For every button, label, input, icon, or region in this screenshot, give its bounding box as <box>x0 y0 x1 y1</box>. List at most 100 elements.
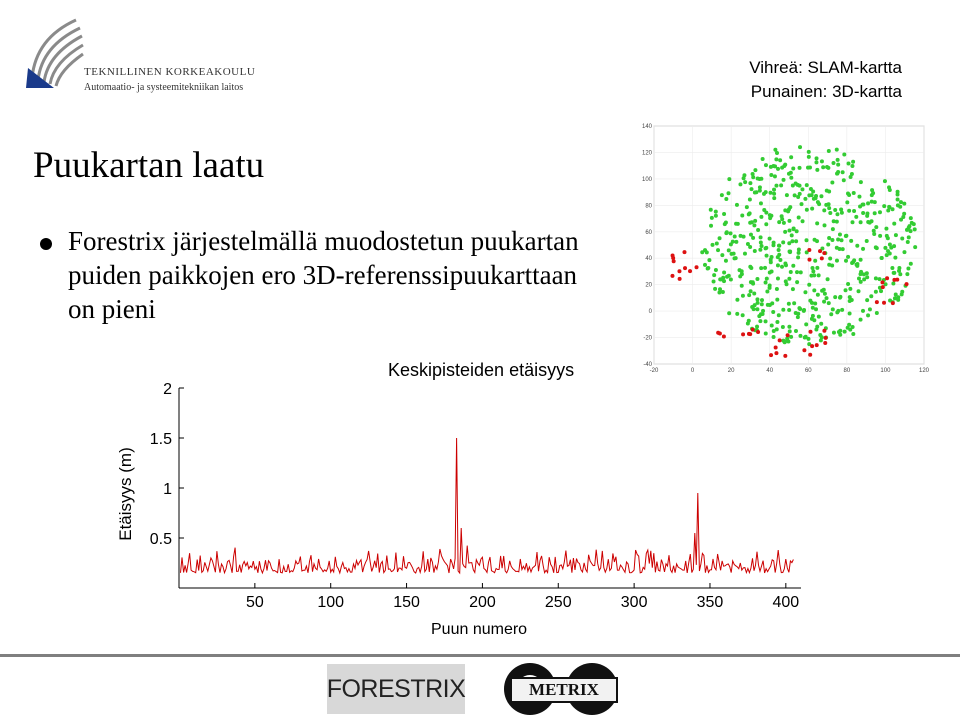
slam-point <box>824 296 829 301</box>
slam-point <box>748 220 753 225</box>
slam-point <box>741 176 746 181</box>
slam-point <box>716 248 721 253</box>
slam-point <box>727 311 732 316</box>
slam-point <box>835 171 840 176</box>
slam-point <box>804 207 809 212</box>
slam-point <box>839 210 844 215</box>
slam-point <box>837 232 842 237</box>
slam-point <box>752 303 757 308</box>
slam-point <box>759 176 764 181</box>
slam-point <box>796 255 801 260</box>
slam-point <box>851 332 856 337</box>
slam-point <box>847 295 852 300</box>
reference-point <box>819 256 824 261</box>
slam-point <box>713 286 718 291</box>
slam-point <box>759 214 764 219</box>
slam-point <box>831 219 836 224</box>
slam-point <box>737 268 742 273</box>
slam-point <box>820 288 825 293</box>
slam-point <box>726 191 731 196</box>
slam-point <box>768 260 773 265</box>
slam-point <box>826 242 831 247</box>
department-name: Automaatio- ja systeemitekniikan laitos <box>84 82 244 93</box>
line-ytick-label: 1 <box>163 481 172 498</box>
slam-point <box>704 250 709 255</box>
slam-point <box>825 277 830 282</box>
slam-point <box>772 187 777 192</box>
slam-point <box>864 239 869 244</box>
reference-point <box>810 344 815 349</box>
slide-title: Puukartan laatu <box>33 145 265 186</box>
slam-point <box>709 223 714 228</box>
slam-point <box>740 313 745 318</box>
slam-point <box>734 221 739 226</box>
slam-point <box>861 210 866 215</box>
reference-point <box>823 335 828 340</box>
slam-point <box>753 168 758 173</box>
reference-point <box>748 332 753 337</box>
slam-point <box>724 230 729 235</box>
slam-point <box>887 242 892 247</box>
slam-point <box>895 197 900 202</box>
slam-point <box>759 266 764 271</box>
slam-point <box>814 307 819 312</box>
slam-point <box>904 227 909 232</box>
slam-point <box>734 202 739 207</box>
slam-point <box>785 336 790 341</box>
slam-point <box>812 288 817 293</box>
slam-point <box>772 196 777 201</box>
reference-point <box>671 255 676 260</box>
line-xtick-label: 250 <box>545 594 572 611</box>
slam-point <box>764 245 769 250</box>
slam-point <box>871 228 876 233</box>
slam-point <box>858 317 863 322</box>
slam-point <box>748 289 753 294</box>
slam-point <box>884 253 889 258</box>
slam-point <box>732 234 737 239</box>
slam-point <box>842 152 847 157</box>
slam-point <box>763 280 768 285</box>
slam-point <box>745 321 750 326</box>
slam-point <box>792 193 797 198</box>
slam-point <box>727 177 732 182</box>
slam-point <box>807 282 812 287</box>
slam-point <box>818 333 823 338</box>
slam-point <box>787 308 792 313</box>
slam-point <box>847 322 852 327</box>
slam-point <box>826 301 831 306</box>
slam-point <box>810 305 815 310</box>
slam-point <box>808 186 813 191</box>
slam-point <box>895 192 900 197</box>
slam-point <box>739 283 744 288</box>
slam-point <box>747 293 752 298</box>
slam-point <box>892 296 897 301</box>
slam-point <box>843 288 848 293</box>
slam-point <box>827 206 832 211</box>
slam-point <box>793 328 798 333</box>
scatter-xtick-label: 0 <box>691 368 695 374</box>
slam-point <box>874 225 879 230</box>
slam-point <box>817 202 822 207</box>
slam-point <box>905 239 910 244</box>
reference-point <box>750 327 755 332</box>
slam-point <box>843 258 848 263</box>
slam-point <box>901 215 906 220</box>
slam-point <box>815 265 820 270</box>
slam-point <box>773 147 778 152</box>
reference-point <box>773 345 778 350</box>
slam-point <box>789 334 794 339</box>
slam-point <box>796 247 801 252</box>
slam-point <box>720 253 725 258</box>
slam-point <box>900 236 905 241</box>
scatter-ytick-label: 80 <box>645 203 652 209</box>
slam-point <box>752 249 757 254</box>
slam-point <box>758 240 763 245</box>
slam-point <box>830 237 835 242</box>
slam-point <box>796 311 801 316</box>
slam-point <box>819 321 824 326</box>
slam-point <box>807 193 812 198</box>
slam-point <box>822 291 827 296</box>
slam-point <box>815 292 820 297</box>
slam-point <box>752 291 757 296</box>
slam-point <box>798 270 803 275</box>
